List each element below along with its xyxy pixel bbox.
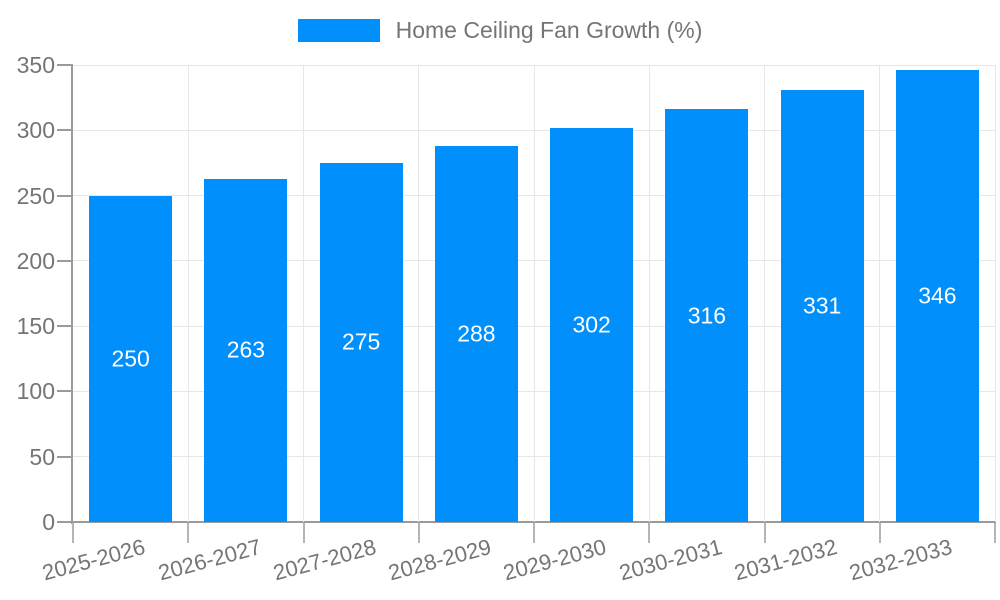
bar-value-label: 250 (111, 345, 150, 372)
gridline-vertical (648, 65, 650, 522)
x-axis-tick (533, 523, 535, 543)
bar[interactable] (89, 195, 173, 522)
legend-swatch (297, 19, 380, 42)
y-axis-tick (57, 194, 73, 197)
y-axis-tick (57, 455, 73, 458)
x-axis-tick (72, 523, 74, 543)
gridline-vertical (303, 65, 304, 522)
y-tick-label: 50 (29, 443, 55, 470)
x-tick-label: 2030-2031 (616, 534, 725, 586)
gridline-vertical (187, 65, 189, 522)
x-axis-tick (648, 523, 651, 543)
plot-area: 250 263 275 288 302 316 331 346 (73, 64, 996, 522)
y-tick-label: 300 (16, 117, 55, 144)
gridline-vertical (418, 65, 420, 522)
bar-value-label: 288 (457, 320, 496, 347)
bar-value-label: 346 (918, 282, 957, 309)
bar[interactable] (780, 89, 864, 522)
legend-label: Home Ceiling Fan Growth (%) (395, 17, 703, 43)
y-axis-tick (57, 129, 73, 132)
x-axis-tick (187, 523, 190, 543)
y-tick-label: 0 (42, 509, 55, 535)
x-axis-tick (417, 523, 420, 543)
legend: Home Ceiling Fan Growth (%) (0, 17, 1000, 44)
y-axis-tick (57, 390, 73, 393)
bar-value-label: 316 (687, 302, 727, 329)
y-tick-label: 350 (16, 52, 55, 78)
bar-value-label: 302 (572, 311, 611, 338)
bar-value-label: 331 (802, 292, 842, 319)
y-axis-tick (57, 259, 73, 262)
y-axis-line (71, 65, 73, 524)
y-tick-label: 200 (16, 247, 55, 274)
bar[interactable] (204, 178, 288, 522)
x-axis-tick (994, 523, 996, 543)
bar[interactable] (665, 109, 749, 522)
y-axis-tick (57, 325, 73, 328)
y-tick-label: 100 (16, 378, 55, 405)
bar[interactable] (319, 162, 403, 522)
x-tick-label: 2029-2030 (500, 534, 610, 586)
x-tick-label: 2031-2032 (731, 534, 840, 586)
y-axis-tick (57, 521, 73, 523)
x-tick-label: 2027-2028 (270, 534, 379, 586)
legend-item[interactable]: Home Ceiling Fan Growth (%) (297, 17, 703, 44)
bar[interactable] (434, 145, 518, 522)
x-tick-label: 2028-2029 (385, 534, 494, 586)
x-tick-label: 2025-2026 (39, 534, 149, 586)
gridline-vertical (764, 65, 765, 522)
gridline-vertical (994, 65, 996, 522)
bar-value-label: 275 (341, 328, 381, 355)
bar[interactable] (550, 127, 634, 522)
x-tick-label: 2032-2033 (846, 534, 955, 586)
y-tick-label: 250 (16, 182, 55, 209)
gridline-vertical (533, 65, 535, 522)
x-axis-tick (878, 523, 881, 543)
y-axis-tick (57, 64, 73, 66)
x-axis-tick (763, 523, 766, 543)
x-tick-label: 2026-2027 (155, 534, 264, 586)
x-axis-tick (302, 523, 305, 543)
gridline-vertical (879, 65, 881, 522)
x-axis-line (71, 521, 996, 523)
bar[interactable] (895, 70, 979, 522)
y-tick-label: 150 (16, 313, 55, 340)
bar-value-label: 263 (226, 336, 266, 363)
